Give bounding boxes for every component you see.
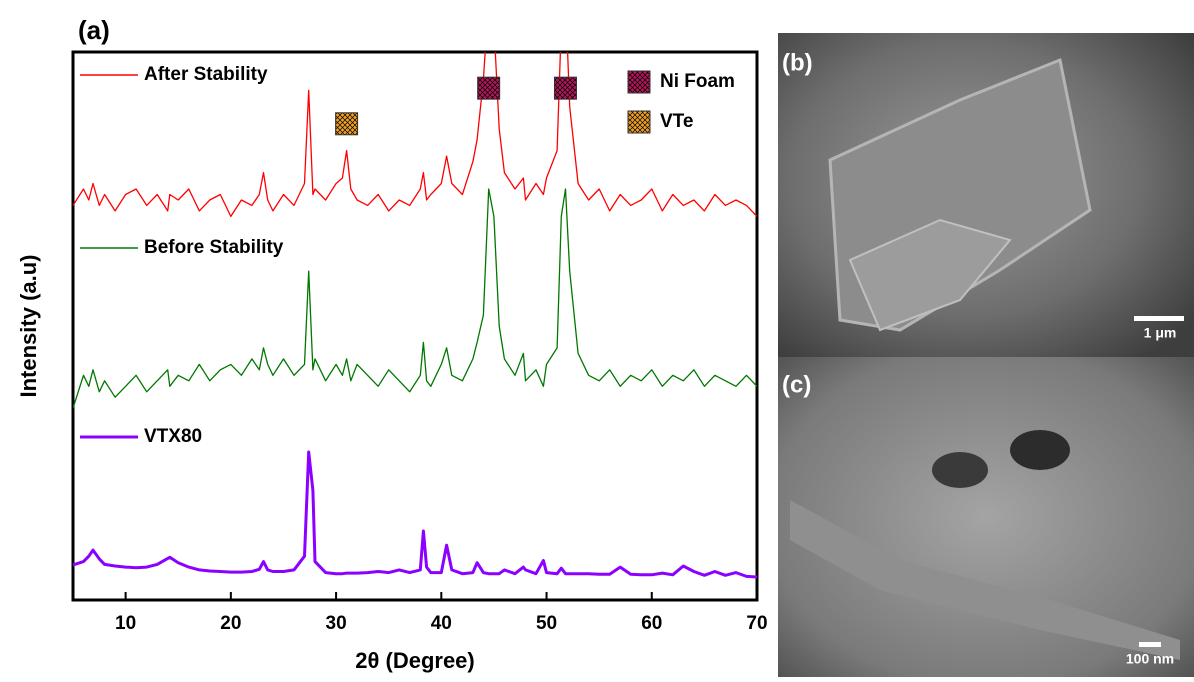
x-tick-label: 10 [115,613,136,634]
y-axis-label: Intensity (a.u) [16,254,41,397]
legend-label: Ni Foam [660,71,735,92]
x-tick-label: 30 [326,613,347,634]
phase-marker [335,112,359,136]
x-tick-label: 50 [536,613,557,634]
x-axis-label: 2θ (Degree) [355,648,475,673]
legend-label: Before Stability [144,237,284,258]
phase-marker [477,76,501,100]
sem-panel-c [778,357,1194,677]
scale-bar [1134,316,1184,321]
panel-label: (a) [78,15,110,45]
phase-marker [553,76,577,100]
sem-panel-b [778,33,1194,357]
sem-texture [932,452,988,488]
x-tick-label: 60 [641,613,662,634]
sem-texture [1010,430,1070,470]
series-line [73,52,757,218]
panel-label: (c) [782,371,811,398]
plot-area [73,52,757,579]
sem-texture [848,218,1012,332]
legend-swatch [627,70,651,94]
scale-bar [1139,642,1161,647]
scale-label: 1 μm [1144,325,1177,341]
panel-label: (b) [782,49,813,76]
legend-label: VTe [660,111,693,132]
x-tick-label: 20 [220,613,241,634]
legend-label: After Stability [144,64,268,85]
x-tick-label: 70 [746,613,767,634]
sem-texture [790,500,1180,660]
series-line [73,450,757,579]
legend-label: VTX80 [144,426,202,447]
x-tick-label: 40 [431,613,452,634]
scale-label: 100 nm [1126,651,1174,667]
legend-swatch [627,110,651,134]
series-line [73,188,757,409]
plot-frame [71,50,759,602]
